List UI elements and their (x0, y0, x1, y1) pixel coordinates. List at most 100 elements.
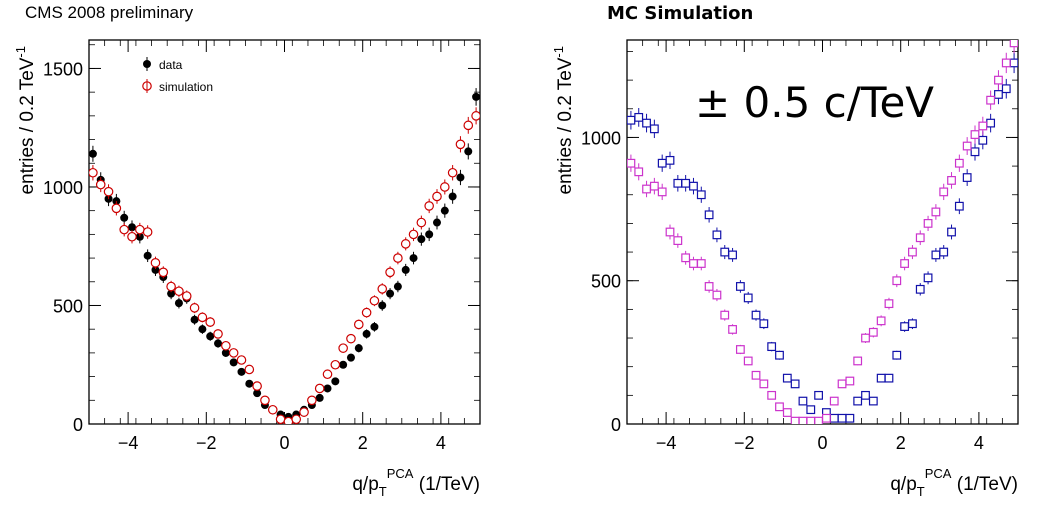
data-point (181, 291, 192, 301)
data-point (401, 265, 410, 274)
data-point (89, 149, 97, 158)
data-point (759, 379, 769, 389)
data-point (767, 390, 777, 400)
data-point (314, 383, 325, 394)
data-point (205, 317, 216, 327)
data-marks (89, 88, 480, 424)
data-point (806, 405, 816, 415)
data-point (174, 286, 184, 297)
data-point (361, 307, 372, 318)
data-point (735, 282, 745, 291)
data-point (338, 343, 348, 353)
data-point (378, 301, 387, 310)
x-tick-label: 2 (358, 433, 368, 453)
data-point (759, 319, 769, 329)
data-point (119, 224, 129, 235)
data-point (939, 247, 949, 257)
data-point (947, 176, 956, 185)
data-point (868, 327, 878, 337)
data-point (362, 329, 371, 338)
data-point (189, 303, 200, 313)
data-point (346, 333, 356, 344)
data-point (237, 367, 246, 376)
data-point (649, 181, 659, 191)
data-point (135, 224, 145, 235)
data-point (954, 158, 964, 168)
data-point (416, 217, 427, 228)
data-point (642, 118, 651, 128)
y-axis-label: entries / 0.2 TeV-1 (13, 46, 38, 195)
data-point (837, 413, 847, 423)
data-point (822, 413, 831, 423)
data-point (923, 273, 933, 283)
y-tick-label: 1000 (581, 128, 621, 148)
data-point (884, 373, 894, 383)
data-point (657, 158, 667, 168)
data-point (627, 158, 636, 168)
data-point (127, 231, 137, 242)
data-point (463, 120, 474, 131)
data-point (923, 219, 933, 228)
data-point (681, 253, 691, 263)
data-point (151, 265, 160, 274)
data-point (197, 312, 208, 323)
data-point (994, 75, 1003, 85)
data-point (798, 416, 808, 424)
data-point (275, 414, 286, 424)
data-point (236, 355, 247, 365)
x-axis-label: q/pTPCA (1/TeV) (352, 466, 480, 499)
data-point (767, 342, 777, 352)
data-point (198, 325, 207, 334)
data-point (837, 379, 847, 389)
data-point (174, 299, 183, 308)
data-point (346, 353, 355, 362)
data-point (455, 139, 466, 150)
data-point (158, 267, 169, 278)
data-point (627, 115, 636, 125)
data-point (369, 295, 380, 306)
data-point (353, 319, 364, 330)
data-point (689, 259, 698, 268)
data-point (884, 299, 894, 309)
data-point (424, 201, 434, 211)
data-point (986, 95, 996, 105)
data-point (986, 118, 996, 128)
data-point (845, 413, 855, 423)
data-point (775, 350, 784, 360)
right-plot-title: MC Simulation (607, 3, 754, 24)
data-point (370, 322, 379, 331)
x-tick-label: 2 (896, 433, 906, 453)
data-point (931, 250, 941, 260)
data-point (244, 364, 255, 375)
data-point (228, 348, 239, 358)
data-point (408, 229, 419, 240)
data-point (111, 203, 122, 214)
y-tick-label: 500 (53, 296, 83, 316)
data-point (417, 235, 426, 244)
data-point (1009, 58, 1018, 68)
data-point (1001, 84, 1011, 94)
data-point (994, 90, 1003, 99)
data-point (868, 396, 878, 406)
data-point (464, 147, 473, 156)
left-plot-title: CMS 2008 preliminary (25, 3, 194, 22)
data-point (471, 111, 480, 121)
x-tick-label: −2 (734, 433, 755, 453)
data-point (120, 213, 129, 222)
data-point (876, 373, 886, 383)
data-point (166, 281, 176, 292)
data-point (892, 350, 902, 360)
data-point (472, 92, 480, 101)
data-point (400, 239, 411, 249)
data-point (213, 329, 223, 339)
data-point (425, 230, 434, 239)
data-point (665, 227, 675, 237)
chart-panel-2: −4 −2 0 2 4 0 500 1000 q/pTPCA (1/TeV) entries / … (551, 39, 1019, 499)
data-point (861, 390, 870, 400)
legend-label-simulation: simulation (159, 80, 213, 94)
data-point (89, 167, 98, 178)
series-simulation (89, 107, 480, 424)
data-point (322, 369, 333, 380)
data-point (128, 223, 137, 232)
data-point (221, 340, 231, 351)
